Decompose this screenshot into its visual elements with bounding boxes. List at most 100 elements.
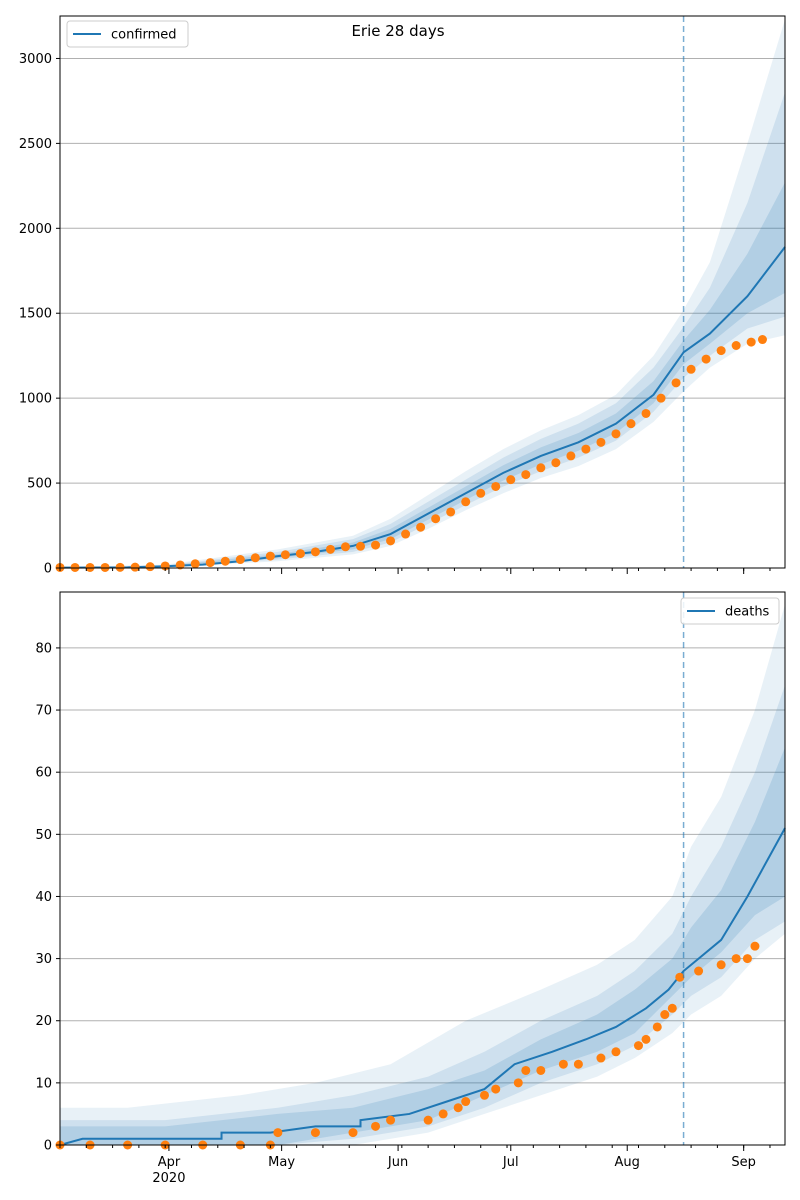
confirmed-observed-point — [446, 507, 456, 517]
deaths-y-tick-label: 30 — [35, 952, 52, 967]
confirmed-observed-point — [356, 541, 366, 551]
x-month-label: Jul — [502, 1155, 519, 1170]
confirmed-uncertainty-bands — [60, 19, 785, 569]
confirmed-observed-point — [626, 419, 636, 429]
x-month-label: Apr — [158, 1155, 181, 1170]
deaths-band-outer — [60, 604, 785, 1145]
confirmed-observed-point — [461, 497, 471, 507]
deaths-band-inner — [60, 747, 785, 1145]
deaths-observed-point — [558, 1059, 568, 1069]
chart-title: Erie 28 days — [351, 22, 444, 40]
deaths-axes-frame — [59, 591, 786, 1146]
confirmed-observed-point — [506, 475, 516, 485]
deaths-y-tick-label: 10 — [35, 1076, 52, 1091]
deaths-frame-rect — [59, 591, 786, 1146]
confirmed-observed-point — [115, 562, 125, 572]
confirmed-observed-point — [190, 559, 200, 569]
confirmed-y-tick-label: 500 — [27, 477, 52, 492]
deaths-legend: deaths — [680, 597, 780, 625]
x-month-label: Jun — [387, 1155, 408, 1170]
deaths-observed-point — [491, 1084, 501, 1094]
confirmed-observed-point — [551, 458, 561, 468]
deaths-observed-point — [536, 1065, 546, 1075]
deaths-y-tick-label: 0 — [44, 1139, 52, 1154]
confirmed-observed-point — [220, 556, 230, 566]
deaths-observed-point — [386, 1115, 396, 1125]
confirmed-y-tick-label: 2000 — [19, 222, 52, 237]
deaths-band-middle — [60, 685, 785, 1145]
confirmed-y-ticks: 0 500 1000 1500 2000 2500 3000 — [19, 52, 60, 577]
x-month-label: Aug — [615, 1155, 640, 1170]
confirmed-observed-point — [686, 364, 696, 374]
confirmed-legend-label: confirmed — [111, 28, 177, 43]
confirmed-observed-point — [175, 560, 185, 570]
confirmed-observed-point — [85, 562, 95, 572]
deaths-observed-point — [611, 1047, 621, 1057]
confirmed-y-tick-label: 3000 — [19, 52, 52, 67]
confirmed-observed-point — [235, 555, 245, 565]
confirmed-observed-point — [401, 529, 411, 539]
confirmed-observed-point — [521, 470, 531, 480]
deaths-observed-point — [453, 1103, 463, 1113]
confirmed-observed-point — [386, 536, 396, 546]
deaths-y-tick-label: 50 — [35, 828, 52, 843]
confirmed-observed-point — [476, 488, 486, 498]
x-axis-labels: Apr May Jun Jul Aug Sep 2020 — [152, 1155, 756, 1186]
confirmed-observed-point — [295, 549, 305, 559]
confirmed-band-outer — [60, 19, 785, 569]
deaths-observed-point — [716, 960, 726, 970]
deaths-observed-point — [513, 1078, 523, 1088]
deaths-gridlines — [60, 647, 785, 1084]
confirmed-y-tick-label: 1500 — [19, 307, 52, 322]
deaths-y-tick-label: 70 — [35, 704, 52, 719]
deaths-y-ticks: 0 10 20 30 40 50 60 70 80 — [35, 641, 60, 1154]
deaths-observed-point — [652, 1022, 662, 1032]
confirmed-observed-point — [731, 341, 741, 351]
confirmed-observed-point — [100, 562, 110, 572]
deaths-observed-point — [660, 1010, 670, 1020]
deaths-observed-point — [273, 1128, 283, 1138]
confirmed-observed-points — [55, 335, 767, 572]
confirmed-x-ticks — [59, 568, 771, 574]
confirmed-observed-point — [596, 437, 606, 447]
confirmed-observed-point — [566, 451, 576, 461]
confirmed-y-tick-label: 1000 — [19, 392, 52, 407]
confirmed-gridlines — [60, 57, 785, 484]
confirmed-observed-point — [310, 547, 320, 557]
confirmed-axes-frame — [59, 15, 786, 569]
confirmed-y-tick-label: 2500 — [19, 137, 52, 152]
deaths-observed-point — [633, 1041, 643, 1051]
confirmed-observed-point — [130, 562, 140, 572]
confirmed-observed-point — [145, 562, 155, 572]
confirmed-observed-point — [340, 542, 350, 552]
confirmed-observed-point — [431, 514, 441, 524]
deaths-observed-point — [479, 1090, 489, 1100]
confirmed-observed-point — [205, 558, 215, 568]
confirmed-observed-point — [280, 550, 290, 560]
confirmed-observed-point — [671, 378, 681, 388]
confirmed-observed-point — [265, 551, 275, 561]
deaths-observed-point — [694, 966, 704, 976]
deaths-observed-point — [731, 954, 741, 964]
deaths-observed-point — [641, 1034, 651, 1044]
confirmed-observed-point — [757, 335, 767, 345]
deaths-observed-point — [438, 1109, 448, 1119]
deaths-observed-point — [742, 954, 752, 964]
confirmed-observed-point — [371, 540, 381, 550]
deaths-observed-point — [675, 972, 685, 982]
x-year-label: 2020 — [152, 1171, 185, 1186]
deaths-uncertainty-bands — [60, 604, 785, 1145]
deaths-observed-point — [573, 1059, 583, 1069]
deaths-observed-point — [423, 1115, 433, 1125]
confirmed-observed-point — [536, 463, 546, 473]
deaths-y-tick-label: 40 — [35, 890, 52, 905]
deaths-observed-point — [371, 1121, 381, 1131]
confirmed-observed-point — [716, 346, 726, 356]
confirmed-panel: 0 500 1000 1500 2000 2500 3000 confirmed Erie … — [19, 15, 786, 577]
confirmed-observed-point — [701, 354, 711, 364]
deaths-x-ticks — [59, 1145, 771, 1151]
confirmed-observed-point — [491, 481, 501, 491]
x-month-label: May — [268, 1155, 295, 1170]
confirmed-observed-point — [641, 408, 651, 418]
confirmed-observed-point — [250, 553, 260, 563]
